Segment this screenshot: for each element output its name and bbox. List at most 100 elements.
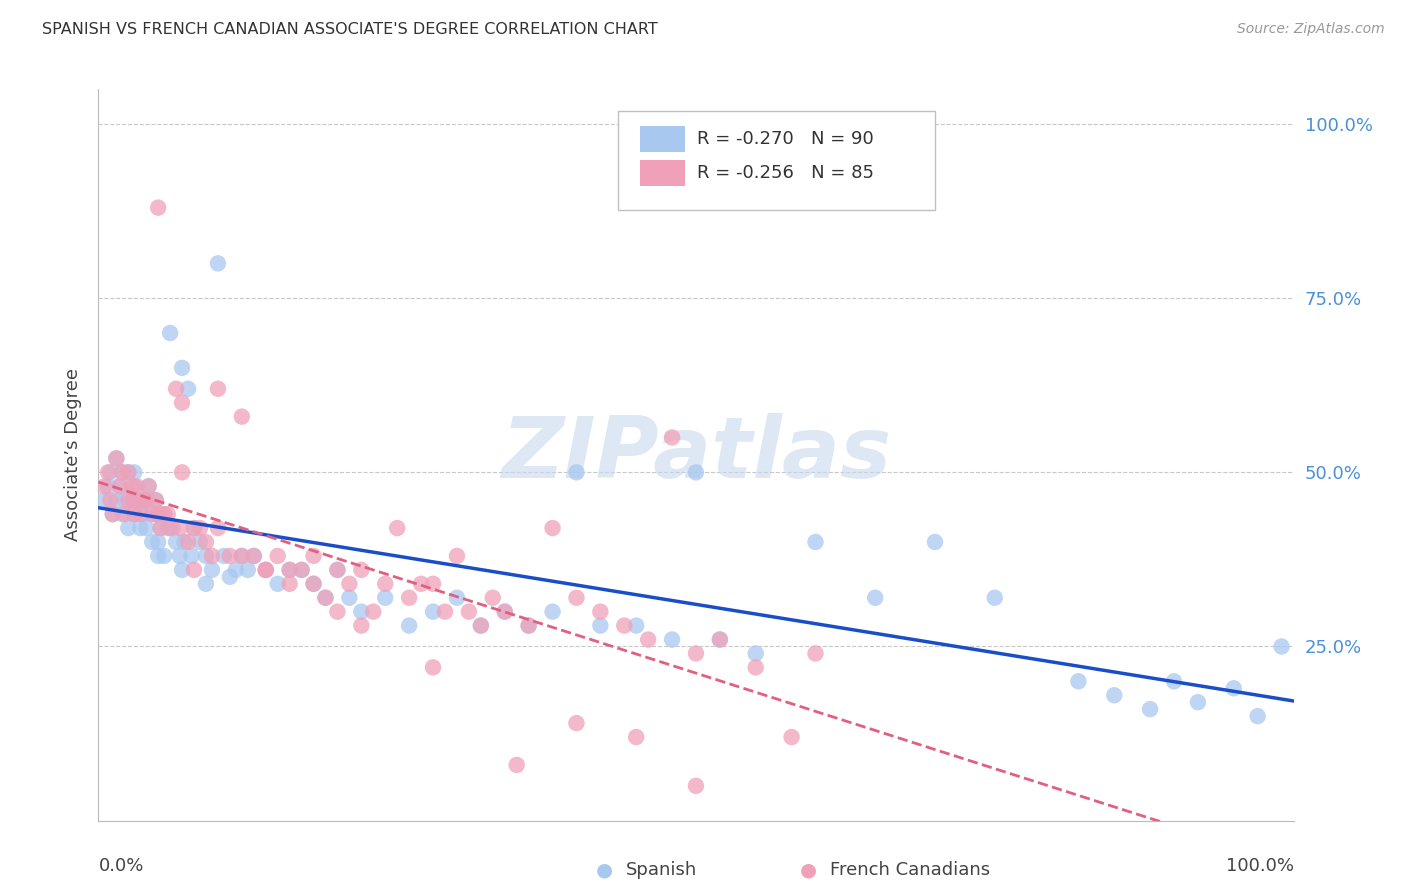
Point	[1067, 674, 1090, 689]
Point	[212, 549, 235, 563]
Point	[165, 382, 187, 396]
Point	[326, 563, 349, 577]
Point	[374, 591, 396, 605]
Point	[290, 563, 312, 577]
Point	[149, 521, 172, 535]
Point	[565, 591, 588, 605]
Point	[624, 730, 647, 744]
Point	[121, 493, 143, 508]
Point	[1163, 674, 1185, 689]
Point	[124, 479, 146, 493]
Point	[124, 507, 146, 521]
Text: R = -0.270   N = 90: R = -0.270 N = 90	[697, 130, 875, 148]
Point	[165, 535, 187, 549]
Point	[194, 576, 217, 591]
Point	[661, 632, 683, 647]
Point	[135, 521, 157, 535]
Point	[267, 549, 290, 563]
Point	[804, 647, 827, 661]
Point	[254, 563, 277, 577]
Point	[422, 605, 444, 619]
Point	[243, 549, 266, 563]
Point	[98, 493, 122, 508]
Point	[315, 591, 337, 605]
Point	[183, 521, 205, 535]
Point	[685, 466, 707, 480]
Point	[422, 660, 444, 674]
Point	[159, 521, 181, 535]
Point	[350, 605, 373, 619]
Text: Source: ZipAtlas.com: Source: ZipAtlas.com	[1237, 22, 1385, 37]
Point	[541, 605, 564, 619]
Point	[121, 479, 143, 493]
Point	[470, 618, 492, 632]
FancyBboxPatch shape	[640, 126, 685, 153]
Point	[350, 618, 373, 632]
Point	[207, 256, 229, 270]
Point	[1187, 695, 1209, 709]
Point	[458, 605, 481, 619]
Text: Spanish: Spanish	[626, 861, 697, 879]
Point	[225, 563, 247, 577]
Point	[124, 466, 146, 480]
Point	[124, 507, 146, 521]
Point	[141, 507, 163, 521]
Point	[97, 479, 120, 493]
Point	[398, 591, 420, 605]
Point	[194, 535, 217, 549]
Point	[101, 507, 124, 521]
Point	[589, 618, 612, 632]
Point	[422, 576, 444, 591]
Point	[129, 493, 152, 508]
Text: ZIPatlas: ZIPatlas	[501, 413, 891, 497]
Point	[398, 618, 420, 632]
Point	[709, 632, 731, 647]
Point	[148, 535, 170, 549]
Point	[207, 382, 229, 396]
Point	[745, 647, 768, 661]
Point	[326, 563, 349, 577]
Point	[685, 779, 707, 793]
Point	[374, 576, 396, 591]
Point	[254, 563, 277, 577]
Point	[745, 660, 768, 674]
Point	[97, 466, 120, 480]
Point	[613, 618, 636, 632]
Point	[565, 716, 588, 731]
Point	[315, 591, 337, 605]
Point	[494, 605, 516, 619]
Point	[337, 591, 360, 605]
Point	[1271, 640, 1294, 654]
Point	[231, 409, 253, 424]
Point	[446, 591, 468, 605]
Point	[589, 605, 612, 619]
Text: ●: ●	[800, 860, 817, 880]
Point	[188, 535, 211, 549]
Point	[863, 591, 886, 605]
Point	[117, 493, 139, 508]
Point	[446, 549, 468, 563]
Point	[278, 576, 301, 591]
Point	[433, 605, 456, 619]
Point	[162, 521, 184, 535]
Point	[153, 507, 176, 521]
Point	[153, 549, 176, 563]
Point	[124, 493, 146, 508]
Point	[1222, 681, 1246, 696]
Point	[231, 549, 253, 563]
Point	[148, 507, 170, 521]
FancyBboxPatch shape	[640, 161, 685, 186]
Point	[219, 549, 242, 563]
Text: ●: ●	[596, 860, 613, 880]
Text: French Canadians: French Canadians	[830, 861, 990, 879]
Point	[117, 466, 139, 480]
Point	[494, 605, 516, 619]
Point	[114, 493, 136, 508]
Point	[169, 521, 191, 535]
Point	[983, 591, 1005, 605]
Point	[302, 549, 325, 563]
Point	[506, 758, 529, 772]
Point	[98, 466, 122, 480]
Point	[194, 549, 217, 563]
Point	[108, 479, 131, 493]
